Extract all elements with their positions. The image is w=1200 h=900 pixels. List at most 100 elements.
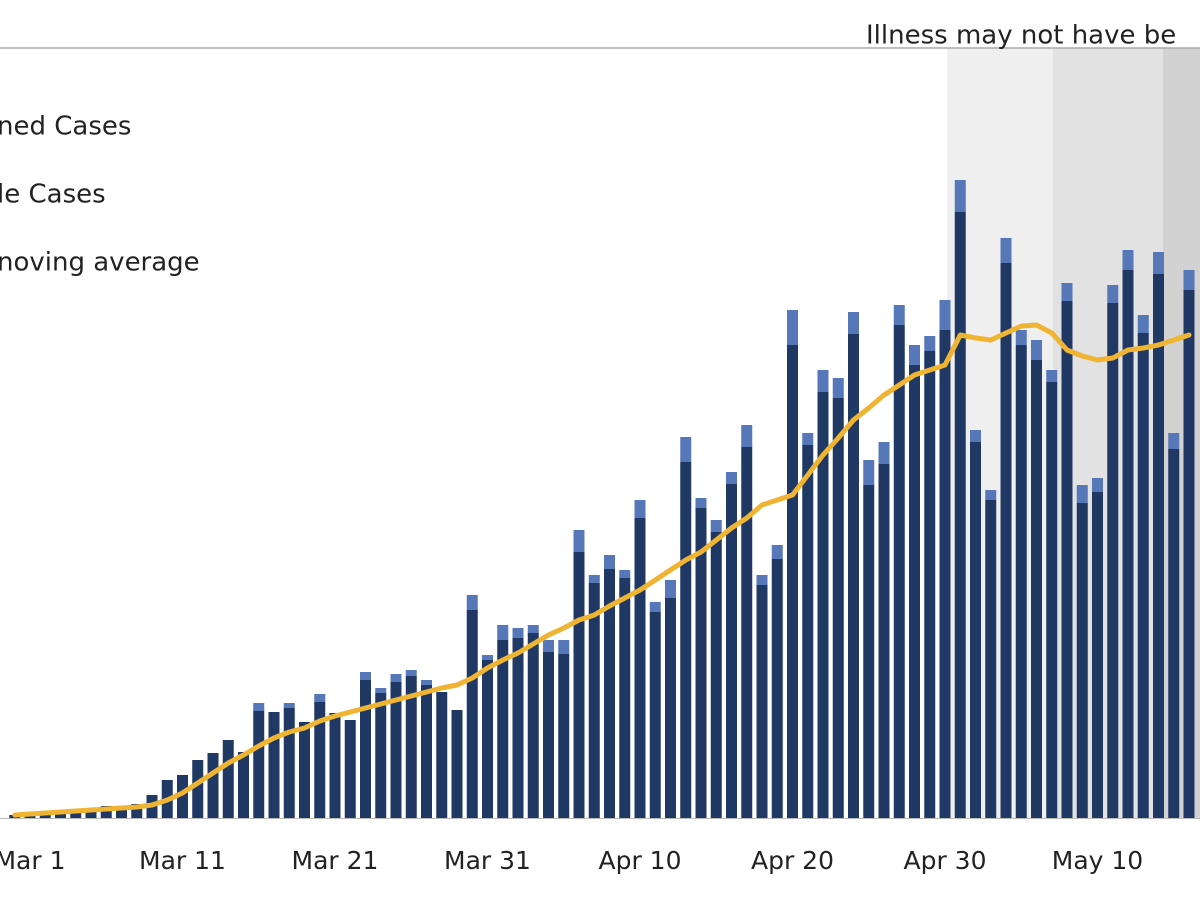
bar-segment [573, 552, 585, 818]
bar-segment [832, 398, 844, 818]
bar-segment [802, 433, 814, 445]
x-tick-label: Mar 11 [139, 846, 226, 875]
bar-segment [985, 490, 997, 500]
bar-segment [985, 500, 997, 818]
bar-segment [116, 806, 127, 818]
bar-segment [771, 559, 783, 818]
bar-segment [558, 654, 570, 818]
bar-segment [283, 708, 295, 818]
bar-segment [756, 585, 768, 818]
bar-segment [421, 680, 432, 685]
bar-segment [1015, 345, 1027, 818]
x-tick-label: Apr 20 [751, 846, 834, 875]
x-tick-label: Mar 21 [292, 846, 379, 875]
bar-segment [390, 682, 402, 818]
bar-segment [1153, 252, 1164, 274]
bar-segment [787, 310, 798, 345]
bar-segment [222, 740, 234, 818]
bar-segment [512, 638, 524, 818]
legend-label: ned Cases [0, 112, 131, 142]
bar-segment [1122, 270, 1134, 818]
bar-segment [1183, 290, 1195, 818]
bar-segment [1015, 330, 1027, 345]
bar-segment [1000, 238, 1012, 263]
bar-segment [1107, 285, 1119, 303]
bar-segment [360, 680, 371, 818]
bar-segment [131, 804, 143, 818]
bar-segment [710, 520, 722, 532]
bar-segment [100, 806, 112, 818]
bar-segment [192, 760, 204, 818]
bar-segment [1137, 333, 1149, 818]
legend-label: le Cases [0, 180, 106, 210]
bar-segment [543, 652, 554, 818]
bar-segment [863, 460, 875, 485]
x-tick-label: Apr 30 [903, 846, 986, 875]
bar-segment [177, 775, 188, 818]
bar-segment [482, 660, 493, 818]
bar-segment [253, 703, 265, 711]
bar-segment [573, 530, 585, 552]
bar-segment [649, 612, 661, 818]
bar-segment [299, 722, 310, 818]
bar-segment [314, 694, 326, 702]
bar-segment [360, 672, 371, 680]
bar-segment [314, 702, 326, 818]
bar-segment [893, 305, 905, 325]
moving-average-line [12, 322, 1192, 818]
bar-segment [756, 575, 768, 585]
bar-segment [954, 180, 966, 212]
x-tick-label: Apr 10 [598, 846, 681, 875]
bar-segment [939, 300, 951, 330]
bar-segment [848, 312, 859, 334]
bar-segment [665, 598, 676, 818]
bar-segment [1046, 382, 1058, 818]
bar-segment [207, 753, 219, 818]
annotation: Illness may not have be [866, 21, 1176, 51]
bar-segment [451, 710, 463, 818]
x-axis: Mar 1 Mar 11 Mar 21 Mar 31 Apr 10 Apr 20 Apr 3… [0, 818, 1200, 875]
bar-segment [1031, 360, 1042, 818]
bar-segment [710, 532, 722, 818]
bar-segment [954, 212, 966, 818]
bar-segment [1183, 270, 1195, 290]
bar-segment [909, 365, 920, 818]
bar-segment [893, 325, 905, 818]
bar-segment [970, 442, 981, 818]
bar-segment [512, 628, 524, 638]
bar-segment [924, 351, 936, 818]
bar-segment [970, 430, 981, 442]
x-tick-label: Mar 31 [444, 846, 531, 875]
bar-segment [1153, 274, 1164, 818]
bar-segment [1046, 370, 1058, 382]
bar-segment [588, 575, 600, 583]
bar-segment [1076, 503, 1088, 818]
bar-segment [619, 570, 631, 578]
bar-segment [482, 655, 493, 660]
bar-segment [1061, 283, 1073, 301]
bar-segment [680, 437, 692, 462]
bar-segment [802, 445, 814, 818]
bar-segment [1000, 263, 1012, 818]
legend-label: noving average [0, 248, 200, 278]
bar-segment [1061, 301, 1073, 818]
bar-segment [726, 484, 737, 818]
bar-segment [238, 752, 249, 818]
bar-segment [497, 625, 509, 640]
bar-segment [939, 330, 951, 818]
bar-segment [253, 711, 265, 818]
bar-segment [634, 500, 646, 518]
bar-segment [634, 518, 646, 818]
bar-segment [421, 685, 432, 818]
bar-segment [787, 345, 798, 818]
bar-segment [527, 625, 539, 633]
x-tick-label: May 10 [1052, 846, 1143, 875]
bar-segment [680, 462, 692, 818]
bar-segment [436, 692, 448, 818]
bar-segment [588, 583, 600, 818]
bar-segment [1137, 315, 1149, 333]
bar-segment [268, 712, 280, 818]
bar-segment [1092, 478, 1103, 492]
